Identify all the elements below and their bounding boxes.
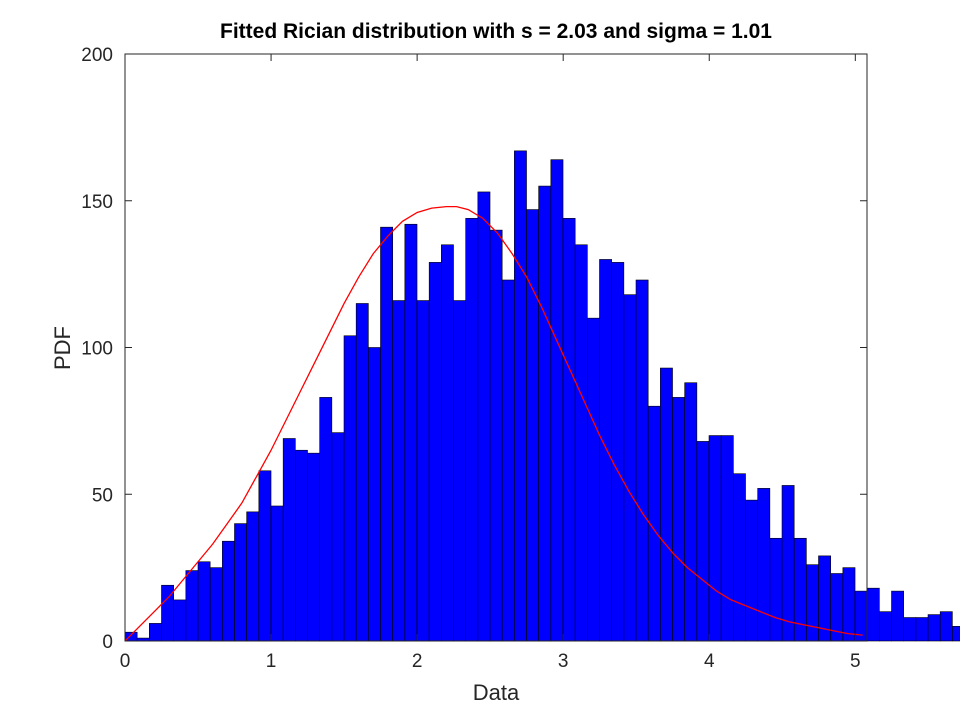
histogram-bar — [173, 599, 187, 642]
histogram-bar — [842, 567, 856, 642]
histogram-bar — [915, 617, 929, 642]
x-axis-label: Data — [473, 680, 520, 705]
y-axis-label: PDF — [50, 326, 75, 370]
histogram-bar — [185, 570, 199, 642]
histogram-bar — [781, 485, 795, 642]
histogram-bar — [319, 397, 333, 642]
fitted-pdf-curve — [124, 205, 863, 642]
histogram-bar — [489, 229, 503, 642]
histogram-bar — [441, 244, 454, 642]
x-tick-label: 2 — [412, 651, 423, 672]
histogram-bar — [599, 259, 612, 642]
histogram-bar — [149, 623, 162, 642]
histogram-bar — [927, 614, 941, 642]
histogram-bar — [891, 590, 904, 642]
histogram-bar — [939, 611, 953, 642]
histogram-bar — [708, 435, 722, 642]
x-tick-label: 1 — [266, 651, 277, 672]
y-tick-label: 0 — [102, 632, 113, 653]
chart-title: Fitted Rician distribution with s = 2.03… — [220, 20, 772, 43]
y-tick-label: 150 — [81, 192, 113, 213]
histogram-bar — [684, 382, 698, 642]
histogram-bar — [733, 473, 746, 642]
histogram-bar — [635, 279, 649, 642]
x-tick-label: 4 — [704, 651, 715, 672]
histogram-bar — [428, 262, 442, 642]
histogram-bar — [866, 587, 880, 642]
histogram-bar — [769, 537, 783, 642]
histogram-bar — [343, 335, 357, 642]
x-tick-label: 3 — [558, 651, 569, 672]
x-tick-label: 0 — [120, 651, 131, 672]
histogram-bar — [355, 303, 369, 642]
histogram-bars — [124, 150, 960, 642]
histogram-bar — [550, 159, 564, 642]
histogram-bar — [854, 590, 868, 642]
histogram-bar — [757, 488, 771, 642]
histogram-bar — [587, 317, 600, 642]
histogram-bar — [696, 441, 710, 642]
histogram-bar — [611, 262, 625, 642]
y-tick-label: 50 — [92, 485, 113, 506]
histogram-bar — [672, 397, 685, 642]
histogram-bar — [720, 435, 734, 642]
histogram-bar — [562, 218, 576, 642]
histogram-bar — [392, 300, 406, 642]
x-tick-label: 5 — [850, 651, 861, 672]
histogram-bar — [404, 223, 418, 642]
histogram-bar — [514, 150, 527, 642]
y-tick-label: 100 — [81, 339, 113, 360]
histogram-bar — [574, 244, 588, 642]
histogram-bar — [368, 347, 381, 642]
histogram-bar — [501, 279, 515, 642]
histogram-bar — [879, 611, 892, 642]
histogram-bar — [270, 505, 284, 642]
histogram-bar — [465, 218, 479, 642]
histogram-bar — [246, 511, 260, 642]
histogram-bar — [660, 367, 673, 642]
histogram-bar — [222, 540, 235, 642]
histogram-bar — [234, 523, 247, 642]
histogram-bar — [331, 432, 345, 642]
y-tick-label: 200 — [81, 45, 113, 66]
histogram-bar — [903, 617, 917, 642]
histogram-bar — [745, 499, 758, 642]
histogram-bar — [952, 626, 960, 642]
histogram-bar — [623, 294, 637, 642]
histogram-bar — [295, 449, 308, 642]
histogram-bar — [307, 452, 320, 642]
histogram-bar — [416, 300, 430, 642]
histogram-bar — [197, 561, 211, 642]
histogram-bar — [806, 564, 819, 642]
histogram-bar — [453, 300, 466, 642]
histogram-bar — [526, 209, 539, 642]
histogram-bar — [209, 567, 223, 642]
histogram-bar — [258, 470, 272, 642]
histogram-bar — [477, 191, 491, 642]
histogram-bar — [380, 226, 393, 642]
histogram-bar — [538, 185, 552, 642]
histogram-bar — [282, 438, 296, 642]
